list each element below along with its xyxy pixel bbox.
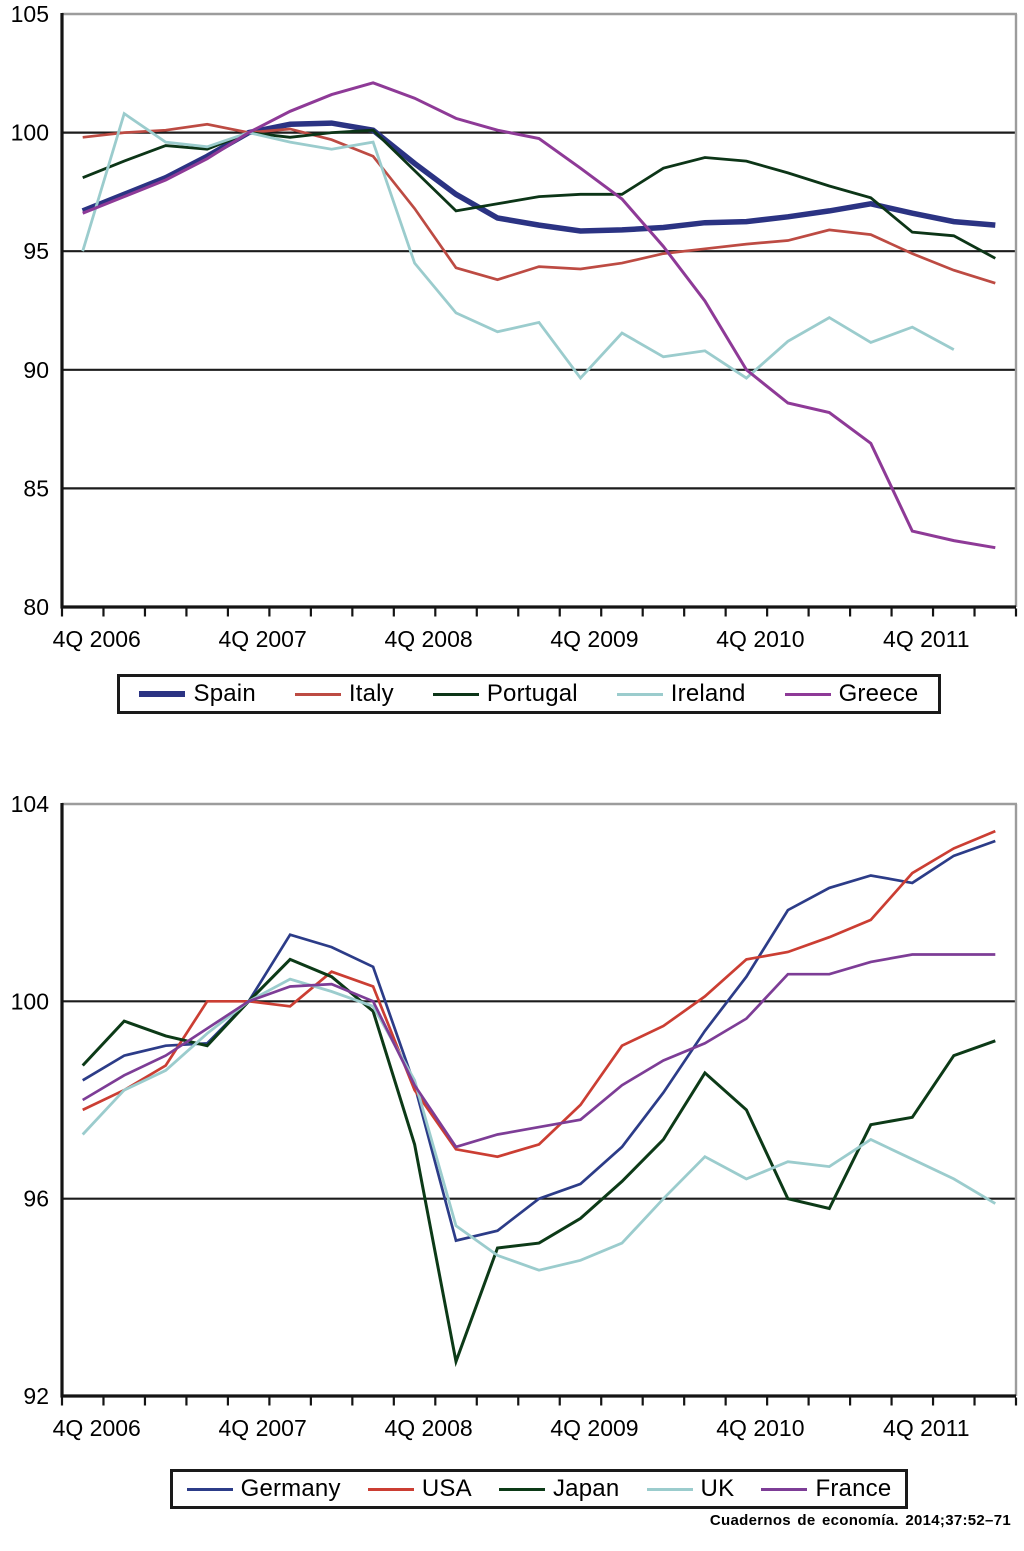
x-axis-label: 4Q 2007 bbox=[219, 626, 307, 652]
y-axis-label-104: 104 bbox=[11, 791, 50, 817]
y-axis-label-100: 100 bbox=[11, 120, 49, 146]
x-axis-label: 4Q 2010 bbox=[716, 626, 804, 652]
legend-label-uk: UK bbox=[700, 1475, 735, 1502]
series-line-germany bbox=[82, 839, 996, 1243]
x-axis-label: 4Q 2009 bbox=[550, 626, 638, 652]
legend-item-spain: Spain bbox=[139, 680, 256, 708]
top-chart-legend: Spain Italy Portugal Ireland Greece bbox=[117, 674, 941, 714]
y-axis-label-85: 85 bbox=[23, 475, 49, 501]
legend-swatch-germany bbox=[186, 1487, 233, 1491]
series-line-italy bbox=[82, 122, 996, 285]
x-axis-label: 4Q 2010 bbox=[716, 1415, 804, 1441]
legend-label-spain: Spain bbox=[193, 680, 256, 707]
series-line-ireland bbox=[81, 111, 955, 381]
x-axis-label: 4Q 2006 bbox=[53, 626, 141, 652]
y-axis-label-100: 100 bbox=[11, 988, 49, 1014]
legend-swatch-portugal bbox=[432, 692, 479, 696]
legend-item-italy: Italy bbox=[294, 680, 394, 708]
legend-label-japan: Japan bbox=[552, 1475, 620, 1502]
y-axis-label-95: 95 bbox=[23, 238, 49, 264]
source-citation: Cuadernos de economía. 2014;37:52–71 bbox=[709, 1512, 1011, 1529]
y-axis-label-92: 92 bbox=[23, 1383, 49, 1409]
legend-swatch-greece bbox=[784, 692, 831, 696]
y-axis-label-105: 105 bbox=[11, 1, 49, 27]
legend-label-usa: USA bbox=[421, 1475, 472, 1502]
legend-label-portugal: Portugal bbox=[486, 680, 578, 707]
x-axis-label: 4Q 2008 bbox=[384, 626, 472, 652]
series-line-greece bbox=[82, 81, 996, 550]
y-axis-label-80: 80 bbox=[23, 594, 49, 620]
y-axis-label-90: 90 bbox=[23, 357, 49, 383]
legend-item-greece: Greece bbox=[784, 680, 919, 708]
legend-item-usa: USA bbox=[367, 1475, 472, 1503]
legend-label-ireland: Ireland bbox=[670, 680, 746, 707]
legend-swatch-spain bbox=[139, 691, 186, 697]
legend-swatch-france bbox=[761, 1487, 808, 1491]
x-axis-label: 4Q 2009 bbox=[550, 1415, 638, 1441]
legend-item-germany: Germany bbox=[186, 1475, 341, 1503]
x-axis-label: 4Q 2006 bbox=[53, 1415, 141, 1441]
legend-item-portugal: Portugal bbox=[432, 680, 578, 708]
series-line-uk bbox=[81, 977, 997, 1272]
series-line-france bbox=[82, 953, 996, 1149]
legend-item-uk: UK bbox=[646, 1475, 735, 1503]
series-line-japan bbox=[81, 957, 996, 1368]
x-axis-label: 4Q 2007 bbox=[219, 1415, 307, 1441]
x-axis-label: 4Q 2008 bbox=[384, 1415, 472, 1441]
legend-swatch-italy bbox=[294, 692, 341, 696]
legend-label-france: France bbox=[815, 1475, 892, 1502]
legend-swatch-usa bbox=[367, 1487, 414, 1491]
x-axis-label: 4Q 2011 bbox=[883, 1415, 970, 1441]
y-axis-label-96: 96 bbox=[23, 1186, 49, 1212]
bottom-chart-legend: Germany USA Japan UK France bbox=[170, 1469, 908, 1509]
legend-label-greece: Greece bbox=[838, 680, 919, 707]
legend-swatch-uk bbox=[646, 1487, 693, 1491]
legend-item-japan: Japan bbox=[498, 1475, 620, 1503]
legend-label-germany: Germany bbox=[240, 1475, 341, 1502]
legend-swatch-ireland bbox=[616, 692, 663, 696]
series-line-usa bbox=[82, 829, 996, 1159]
legend-item-ireland: Ireland bbox=[616, 680, 746, 708]
legend-item-france: France bbox=[761, 1475, 891, 1503]
legend-swatch-japan bbox=[498, 1487, 545, 1491]
legend-label-italy: Italy bbox=[348, 680, 394, 707]
x-axis-label: 4Q 2011 bbox=[883, 626, 970, 652]
